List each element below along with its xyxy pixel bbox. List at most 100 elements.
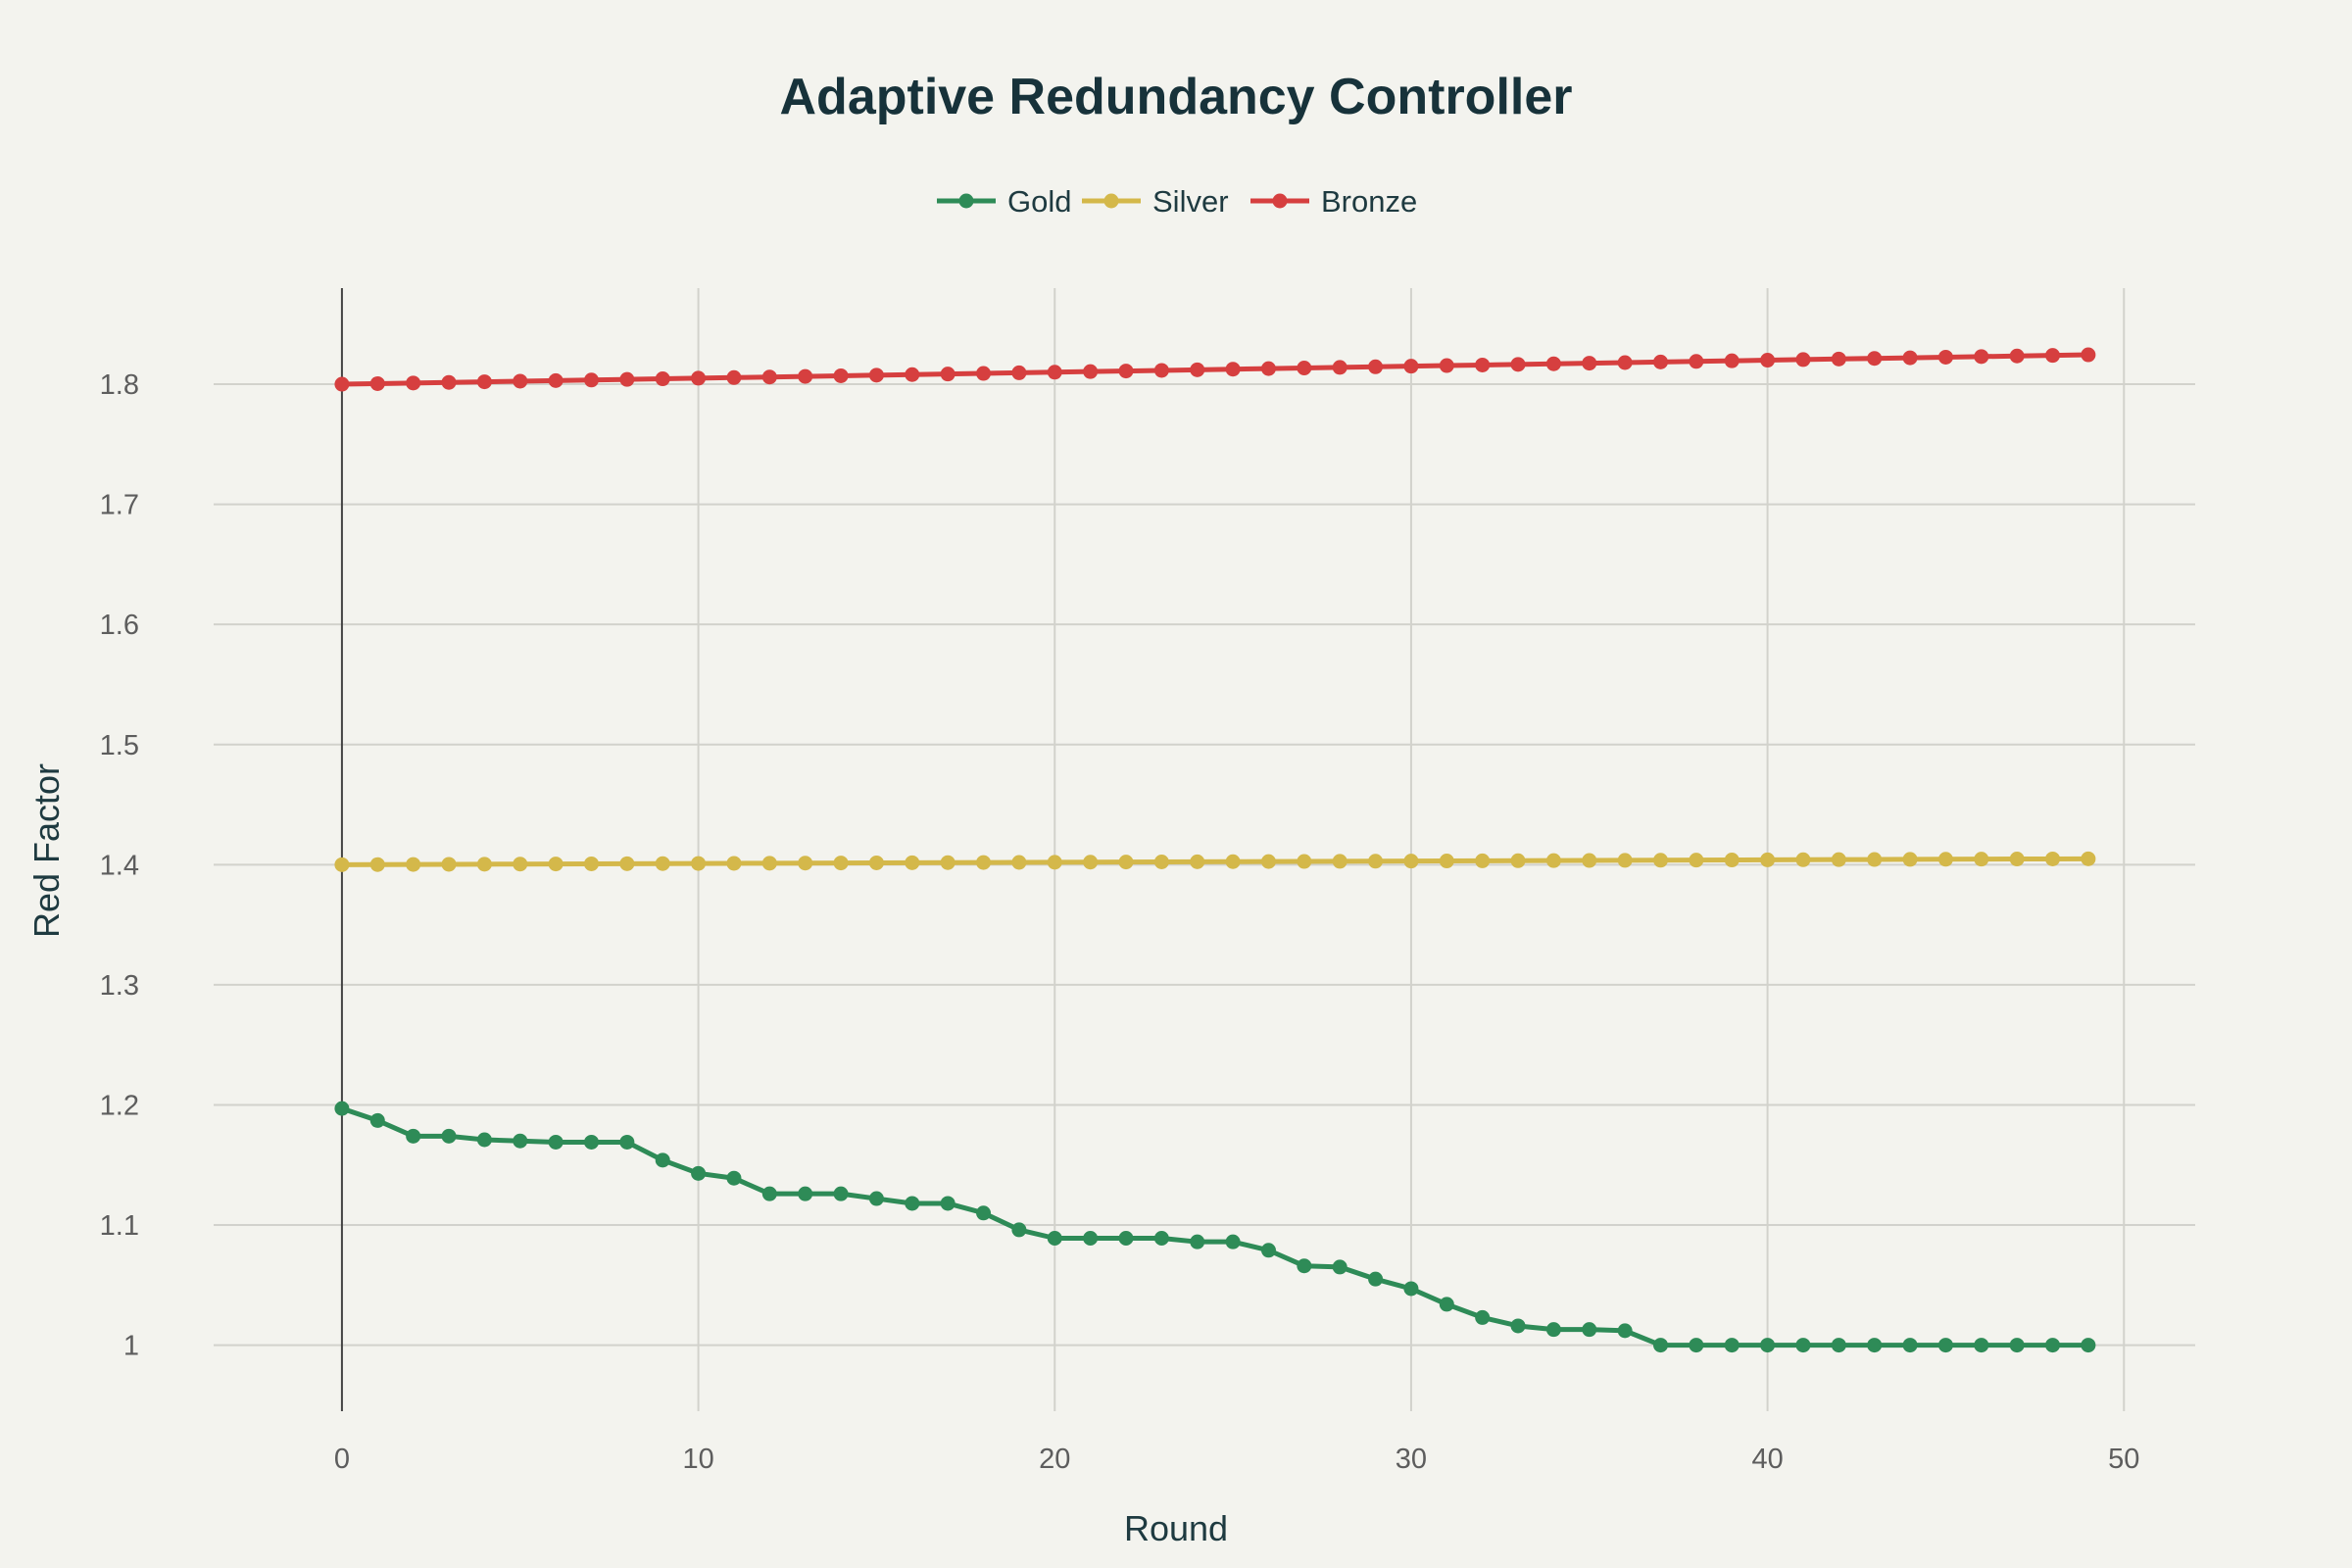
data-point-bronze[interactable] [1974, 349, 1989, 365]
data-point-bronze[interactable] [583, 372, 599, 388]
data-point-bronze[interactable] [1260, 361, 1276, 376]
data-point-gold[interactable] [619, 1134, 635, 1150]
data-point-silver[interactable] [1190, 854, 1205, 869]
data-point-silver[interactable] [1689, 853, 1704, 868]
data-point-bronze[interactable] [548, 372, 564, 388]
data-point-silver[interactable] [2081, 851, 2096, 866]
data-point-bronze[interactable] [1083, 364, 1099, 379]
data-point-gold[interactable] [940, 1196, 956, 1211]
data-point-bronze[interactable] [1795, 352, 1811, 368]
data-point-gold[interactable] [1475, 1309, 1491, 1325]
data-point-gold[interactable] [1902, 1338, 1918, 1353]
data-point-gold[interactable] [1724, 1338, 1740, 1353]
data-point-bronze[interactable] [1297, 361, 1312, 376]
data-point-silver[interactable] [1118, 855, 1134, 870]
data-point-gold[interactable] [1047, 1231, 1062, 1247]
data-point-gold[interactable] [441, 1128, 457, 1144]
data-point-gold[interactable] [2009, 1338, 2025, 1353]
data-point-gold[interactable] [1190, 1234, 1205, 1250]
data-point-silver[interactable] [476, 857, 492, 872]
data-point-silver[interactable] [1974, 852, 1989, 867]
data-point-bronze[interactable] [1190, 362, 1205, 377]
data-point-gold[interactable] [1689, 1338, 1704, 1353]
data-point-bronze[interactable] [1403, 359, 1419, 374]
data-point-bronze[interactable] [476, 374, 492, 390]
data-point-gold[interactable] [1297, 1258, 1312, 1274]
data-point-silver[interactable] [1083, 855, 1099, 870]
data-point-silver[interactable] [1225, 854, 1241, 869]
data-point-bronze[interactable] [1831, 351, 1846, 367]
data-point-silver[interactable] [2009, 852, 2025, 867]
data-point-bronze[interactable] [905, 367, 920, 382]
data-point-gold[interactable] [1831, 1338, 1846, 1353]
data-point-silver[interactable] [833, 856, 849, 871]
data-point-gold[interactable] [1260, 1243, 1276, 1258]
data-point-bronze[interactable] [1368, 359, 1384, 374]
data-point-gold[interactable] [905, 1196, 920, 1211]
data-point-bronze[interactable] [619, 371, 635, 387]
data-point-bronze[interactable] [1867, 351, 1883, 367]
data-point-gold[interactable] [513, 1133, 528, 1149]
data-point-bronze[interactable] [1332, 360, 1348, 375]
data-point-gold[interactable] [406, 1128, 421, 1144]
legend-item-bronze[interactable]: Bronze [1250, 184, 1417, 219]
data-point-gold[interactable] [369, 1112, 385, 1128]
data-point-bronze[interactable] [1545, 356, 1561, 371]
data-point-silver[interactable] [761, 856, 777, 871]
data-point-silver[interactable] [1582, 853, 1597, 868]
data-point-gold[interactable] [1582, 1322, 1597, 1338]
data-point-silver[interactable] [1902, 852, 1918, 867]
data-point-gold[interactable] [868, 1191, 884, 1206]
data-point-gold[interactable] [548, 1134, 564, 1150]
data-point-silver[interactable] [940, 855, 956, 870]
data-point-silver[interactable] [1617, 853, 1633, 868]
data-point-silver[interactable] [1153, 855, 1169, 870]
data-point-bronze[interactable] [798, 368, 813, 384]
data-point-bronze[interactable] [1225, 362, 1241, 377]
chart-legend[interactable]: Gold Silver Bronze [937, 184, 1417, 219]
data-point-silver[interactable] [726, 856, 742, 871]
data-point-gold[interactable] [1652, 1338, 1668, 1353]
data-point-bronze[interactable] [1510, 357, 1526, 372]
data-point-bronze[interactable] [691, 370, 707, 386]
data-point-silver[interactable] [2045, 851, 2061, 866]
data-point-gold[interactable] [798, 1186, 813, 1201]
data-point-bronze[interactable] [1582, 356, 1597, 371]
data-point-bronze[interactable] [513, 373, 528, 389]
data-point-gold[interactable] [1795, 1338, 1811, 1353]
data-point-silver[interactable] [619, 856, 635, 871]
data-point-bronze[interactable] [2081, 347, 2096, 363]
data-point-silver[interactable] [513, 857, 528, 872]
data-point-gold[interactable] [583, 1134, 599, 1150]
data-point-silver[interactable] [1545, 853, 1561, 868]
data-point-bronze[interactable] [1760, 353, 1776, 368]
data-point-bronze[interactable] [1689, 354, 1704, 369]
data-point-gold[interactable] [1545, 1322, 1561, 1338]
data-point-silver[interactable] [868, 855, 884, 870]
data-point-gold[interactable] [1867, 1338, 1883, 1353]
data-point-silver[interactable] [334, 857, 350, 872]
data-point-bronze[interactable] [406, 375, 421, 391]
data-point-silver[interactable] [1439, 854, 1454, 869]
data-point-silver[interactable] [691, 856, 707, 871]
data-point-silver[interactable] [1011, 855, 1027, 870]
data-point-bronze[interactable] [1617, 355, 1633, 370]
data-point-bronze[interactable] [1118, 364, 1134, 379]
data-point-silver[interactable] [1403, 854, 1419, 869]
data-point-bronze[interactable] [1011, 365, 1027, 380]
data-point-gold[interactable] [1083, 1231, 1099, 1247]
data-point-bronze[interactable] [1652, 354, 1668, 369]
data-point-silver[interactable] [655, 856, 670, 871]
data-point-gold[interactable] [334, 1101, 350, 1116]
data-point-silver[interactable] [583, 856, 599, 871]
data-point-silver[interactable] [1475, 853, 1491, 868]
data-point-bronze[interactable] [369, 375, 385, 391]
data-point-bronze[interactable] [2009, 348, 2025, 364]
data-point-bronze[interactable] [868, 368, 884, 383]
data-point-gold[interactable] [1760, 1338, 1776, 1353]
data-point-gold[interactable] [1153, 1231, 1169, 1247]
data-point-silver[interactable] [1368, 854, 1384, 869]
data-point-gold[interactable] [1974, 1338, 1989, 1353]
data-point-bronze[interactable] [441, 374, 457, 390]
data-point-bronze[interactable] [940, 367, 956, 382]
